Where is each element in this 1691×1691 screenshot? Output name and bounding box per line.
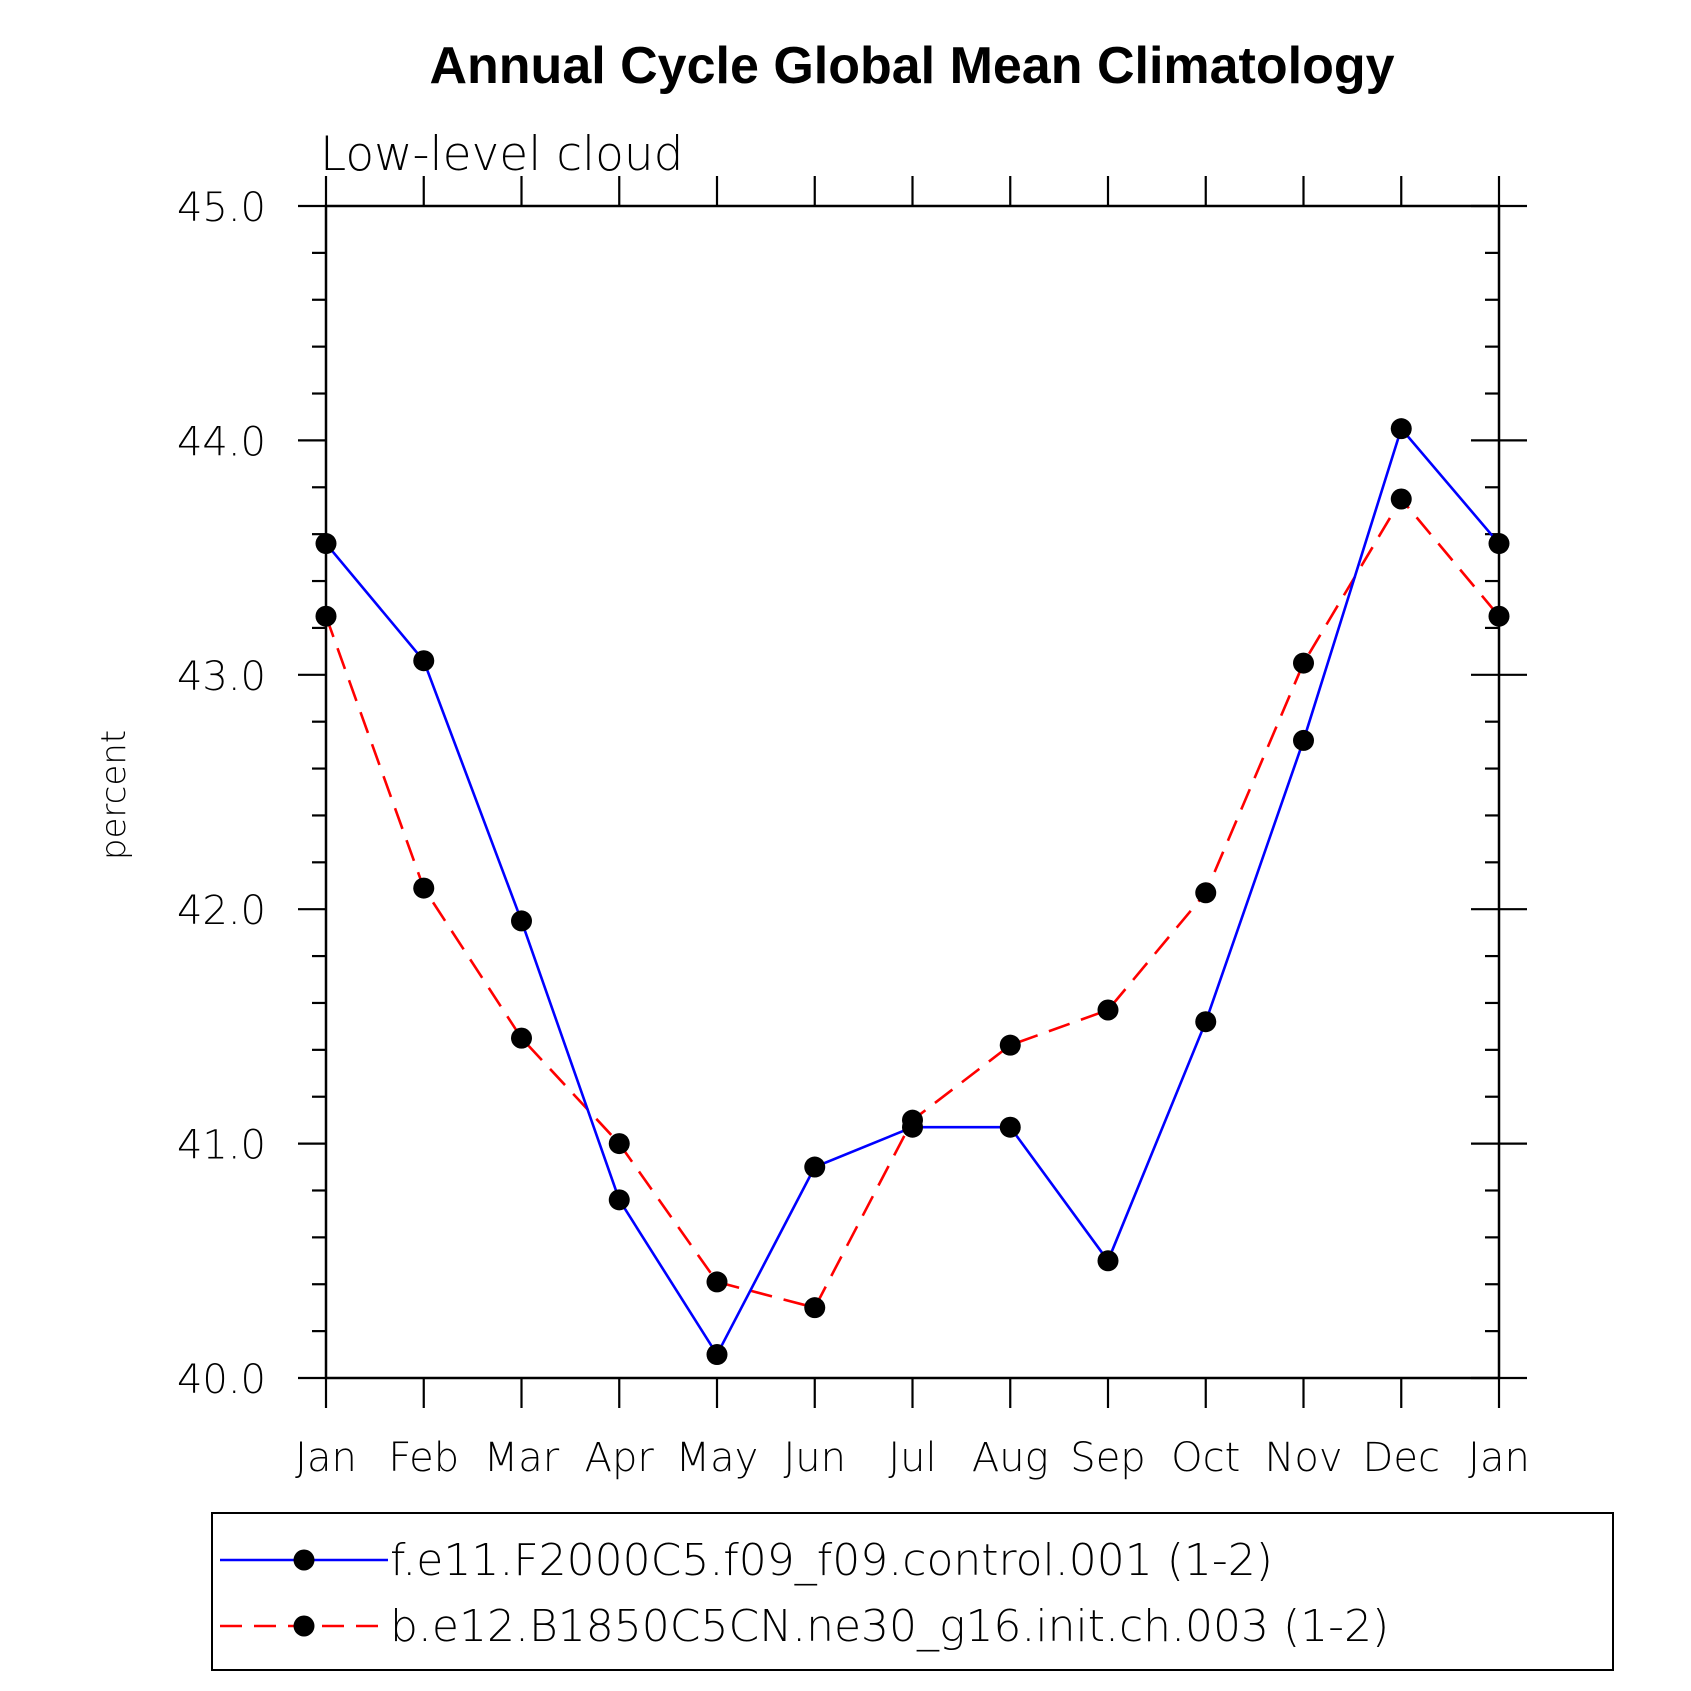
x-tick-label: Sep: [1070, 1435, 1145, 1481]
series-1-point: [804, 1156, 826, 1178]
x-tick-label: Aug: [972, 1435, 1049, 1481]
legend-label-2: b.e12.B1850C5CN.ne30_g16.init.ch.003 (1-…: [390, 1601, 1389, 1652]
series-1-point: [1293, 729, 1314, 751]
series-1-point: [999, 1116, 1021, 1138]
series-2-point: [413, 877, 435, 899]
x-tick-label: Apr: [585, 1435, 655, 1481]
series-2-point: [999, 1034, 1021, 1056]
series-2-point: [1293, 652, 1314, 674]
series-line-1: [325, 426, 1500, 1358]
series-1-point: [1195, 1011, 1217, 1033]
y-tick-label: 41.0: [177, 1123, 266, 1169]
chart-title: Annual Cycle Global Mean Climatology: [429, 37, 1394, 95]
y-tick-label: 45.0: [177, 185, 266, 231]
y-tick-label: 43.0: [177, 654, 266, 700]
series-1-point: [608, 1189, 630, 1211]
series-1-point: [1390, 418, 1412, 440]
series-2-point: [706, 1271, 728, 1293]
x-tick-label: Jun: [784, 1435, 847, 1481]
series-2-point: [804, 1297, 826, 1319]
series-1-point: [413, 650, 435, 672]
series-line-2: [324, 496, 1500, 1310]
x-tick-label: Dec: [1363, 1435, 1440, 1481]
series-1-point: [1488, 533, 1510, 555]
plot-frame: [324, 204, 1501, 1380]
series-1-point: [1097, 1250, 1119, 1272]
series-1-point: [706, 1344, 728, 1366]
x-tick-label: Mar: [484, 1435, 560, 1481]
legend-swatch-marker-1: [293, 1549, 315, 1571]
legend: [211, 1512, 1614, 1671]
series-group: [315, 418, 1510, 1366]
series-1-point: [511, 910, 532, 932]
series-2-point: [1488, 605, 1510, 627]
x-axis-ticks: Jan Feb Mar Apr May Jun Jul Aug Sep Oct Nov Dec Jan: [295, 176, 1530, 1481]
x-tick-label: Jul: [888, 1435, 936, 1481]
series-2-point: [315, 605, 337, 627]
x-tick-label: May: [676, 1435, 759, 1481]
x-tick-label: Jan: [295, 1435, 357, 1481]
series-1-point: [315, 533, 337, 555]
series-2-point: [1195, 882, 1217, 904]
chart-subtitle: Low-level cloud: [320, 127, 684, 182]
y-axis-ticks: 40.0 41.0 42.0 43.0 44.0 45.0: [177, 185, 1527, 1403]
y-tick-label: 44.0: [177, 419, 266, 465]
legend-label-1: f.e11.F2000C5.f09_f09.control.001 (1-2): [390, 1535, 1273, 1586]
series-2-point: [608, 1133, 630, 1155]
x-tick-label: Nov: [1264, 1435, 1342, 1481]
x-tick-label: Feb: [388, 1435, 459, 1481]
series-2-point: [1097, 999, 1119, 1021]
series-2-point: [511, 1027, 532, 1049]
x-tick-label: Oct: [1171, 1435, 1240, 1481]
y-tick-label: 40.0: [177, 1357, 266, 1403]
x-tick-label: Jan: [1468, 1435, 1530, 1481]
series-2-point: [1390, 488, 1412, 510]
legend-entries: f.e11.F2000C5.f09_f09.control.001 (1-2) b…: [220, 1535, 1389, 1652]
y-tick-label: 42.0: [177, 888, 266, 934]
y-axis-label: percent: [94, 730, 134, 860]
legend-swatch-marker-2: [293, 1615, 315, 1637]
series-2-point: [902, 1109, 923, 1131]
